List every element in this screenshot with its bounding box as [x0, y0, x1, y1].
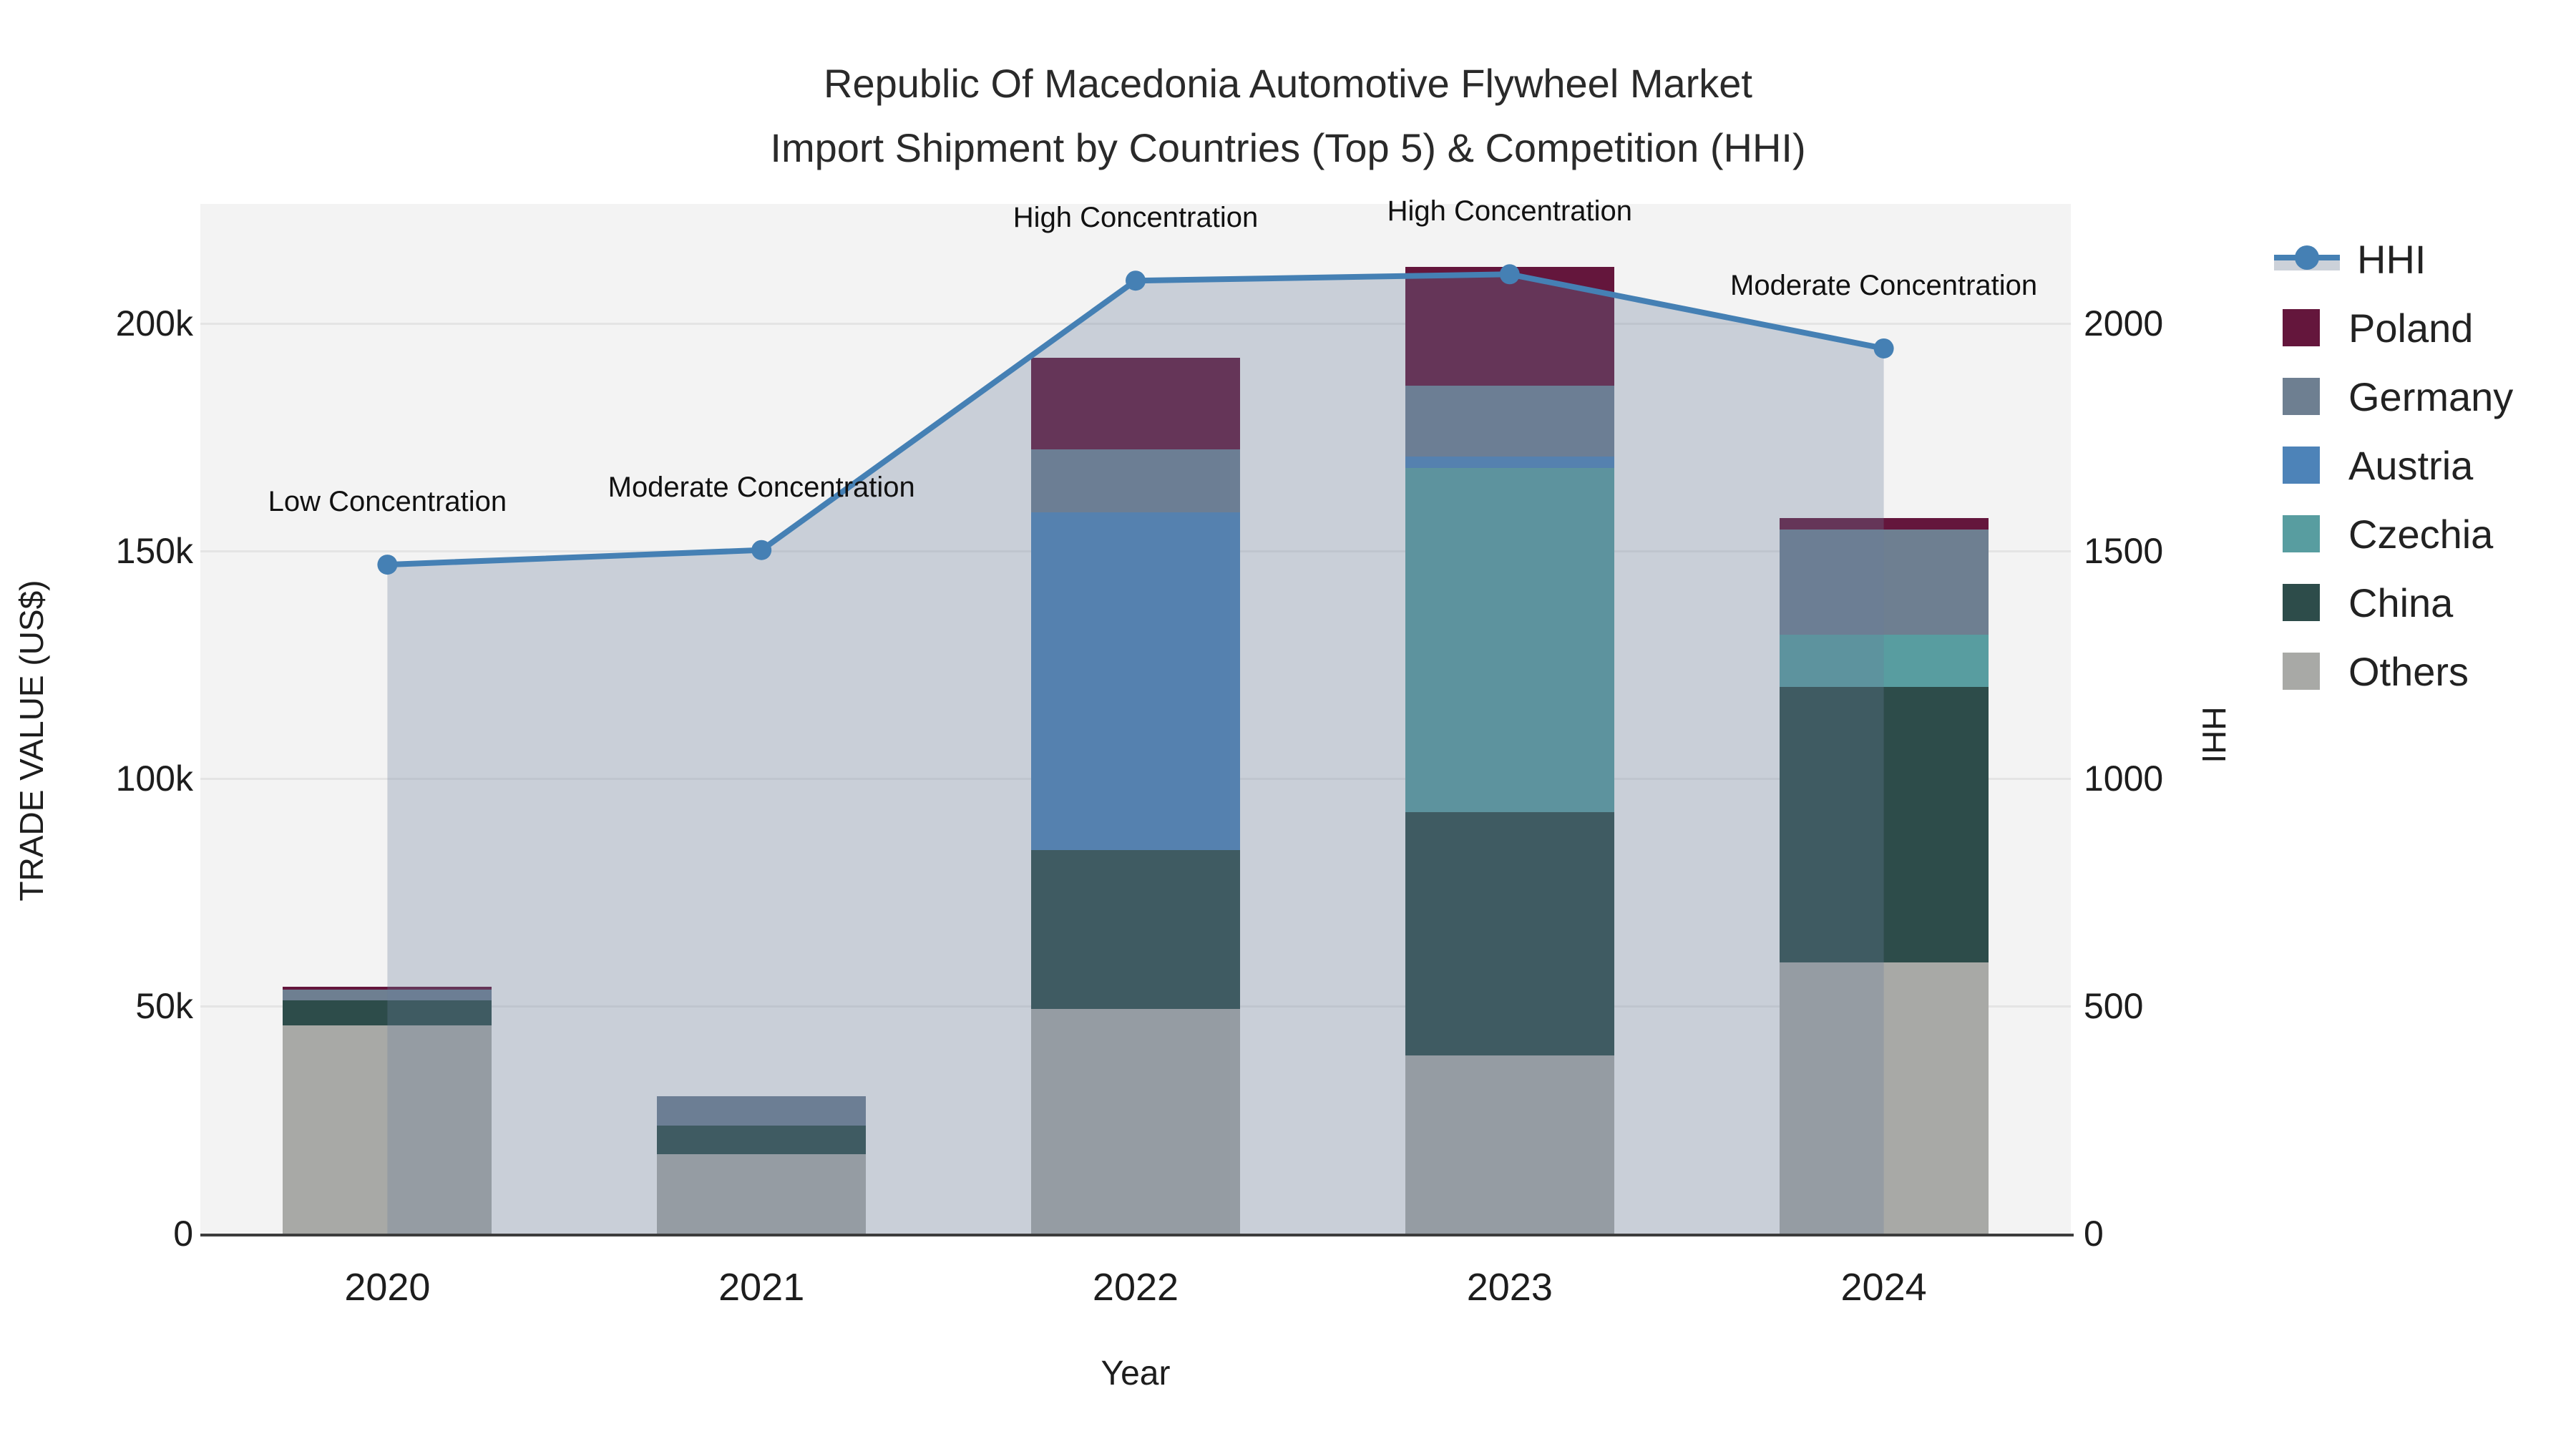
chart-title-line2: Import Shipment by Countries (Top 5) & C…	[770, 125, 1806, 170]
bar-segment-china-2020	[283, 1000, 492, 1026]
x-axis-tick-label-2023: 2023	[1466, 1266, 1553, 1309]
legend-item-czechia[interactable]: Czechia	[2274, 511, 2493, 557]
bar-segment-others-2023	[1405, 1055, 1614, 1234]
annotation-2024: Moderate Concentration	[1730, 269, 2038, 301]
bar-segment-czechia-2023	[1405, 468, 1614, 813]
legend-label: Austria	[2348, 442, 2474, 488]
x-axis-tick-label-2020: 2020	[344, 1266, 431, 1309]
x-axis-line	[200, 1234, 2074, 1236]
legend-label: Poland	[2348, 305, 2474, 351]
right-axis-tick-label: 2000	[2084, 303, 2164, 343]
bar-segment-czechia-2024	[1779, 635, 1989, 687]
bar-segment-others-2021	[657, 1153, 867, 1234]
others-color-swatch	[2283, 653, 2320, 690]
legend-item-china[interactable]: China	[2274, 580, 2453, 625]
annotation-2020: Low Concentration	[268, 486, 507, 518]
bar-segment-china-2021	[657, 1125, 867, 1154]
bar-2022	[1031, 204, 1240, 1234]
x-axis-tick-label-2024: 2024	[1840, 1266, 1927, 1309]
bar-segment-poland-2020	[283, 986, 492, 990]
annotation-2021: Moderate Concentration	[608, 471, 915, 503]
legend-item-hhi[interactable]: HHI	[2274, 236, 2426, 282]
right-axis-tick-label: 1000	[2084, 758, 2164, 799]
bar-segment-austria-2022	[1031, 512, 1240, 850]
x-axis-tick-label-2021: 2021	[718, 1266, 805, 1309]
china-color-swatch	[2283, 584, 2320, 621]
right-axis-tick-label: 1500	[2084, 531, 2164, 571]
bar-2023	[1405, 204, 1614, 1234]
right-axis-tick-label: 500	[2084, 986, 2144, 1026]
bar-segment-china-2022	[1031, 849, 1240, 1009]
annotation-2023: High Concentration	[1387, 195, 1633, 228]
legend-label: Germany	[2348, 374, 2514, 419]
legend-item-austria[interactable]: Austria	[2274, 442, 2473, 488]
bar-segment-austria-2023	[1405, 457, 1614, 469]
right-axis-title: HHI	[2195, 706, 2233, 763]
chart-title-line1: Republic Of Macedonia Automotive Flywhee…	[824, 61, 1752, 106]
left-axis-tick-label: 200k	[115, 303, 193, 343]
bar-2021	[657, 204, 867, 1234]
bar-segment-germany-2023	[1405, 386, 1614, 457]
left-axis-tick-label: 150k	[115, 531, 193, 571]
bar-segment-others-2020	[283, 1025, 492, 1234]
chart-title: Republic Of Macedonia Automotive Flywhee…	[215, 52, 2361, 180]
bar-segment-germany-2020	[283, 990, 492, 1001]
czechia-color-swatch	[2283, 515, 2320, 552]
legend-item-poland[interactable]: Poland	[2274, 305, 2473, 351]
left-axis-tick-label: 100k	[115, 758, 193, 799]
austria-color-swatch	[2283, 447, 2320, 484]
germany-color-swatch	[2283, 378, 2320, 415]
left-axis-tick-label: 0	[173, 1214, 193, 1254]
legend-item-others[interactable]: Others	[2274, 648, 2469, 694]
left-axis-tick-label: 50k	[135, 986, 193, 1026]
legend-label: HHI	[2357, 236, 2426, 282]
bar-segment-others-2022	[1031, 1008, 1240, 1234]
bar-segment-china-2024	[1779, 686, 1989, 962]
hhi-line-legend-sample	[2274, 240, 2340, 278]
bar-segment-germany-2024	[1779, 530, 1989, 635]
right-axis-tick-label: 0	[2084, 1214, 2104, 1254]
bar-segment-poland-2022	[1031, 358, 1240, 450]
bar-segment-poland-2024	[1779, 518, 1989, 530]
bar-segment-poland-2023	[1405, 266, 1614, 386]
bar-2020	[283, 204, 492, 1234]
bar-segment-others-2024	[1779, 962, 1989, 1234]
x-axis-title: Year	[1101, 1355, 1171, 1392]
annotation-2022: High Concentration	[1013, 202, 1259, 234]
bar-segment-china-2023	[1405, 812, 1614, 1056]
bar-segment-germany-2022	[1031, 449, 1240, 512]
bar-segment-germany-2021	[657, 1096, 867, 1126]
legend-item-germany[interactable]: Germany	[2274, 374, 2513, 419]
x-axis-tick-label-2022: 2022	[1092, 1266, 1179, 1309]
hhi-marker-swatch	[2295, 245, 2319, 270]
legend-label: China	[2348, 580, 2454, 625]
legend-label: Others	[2348, 648, 2469, 694]
bar-2024	[1779, 204, 1989, 1234]
legend-label: Czechia	[2348, 511, 2494, 557]
poland-color-swatch	[2283, 309, 2320, 346]
